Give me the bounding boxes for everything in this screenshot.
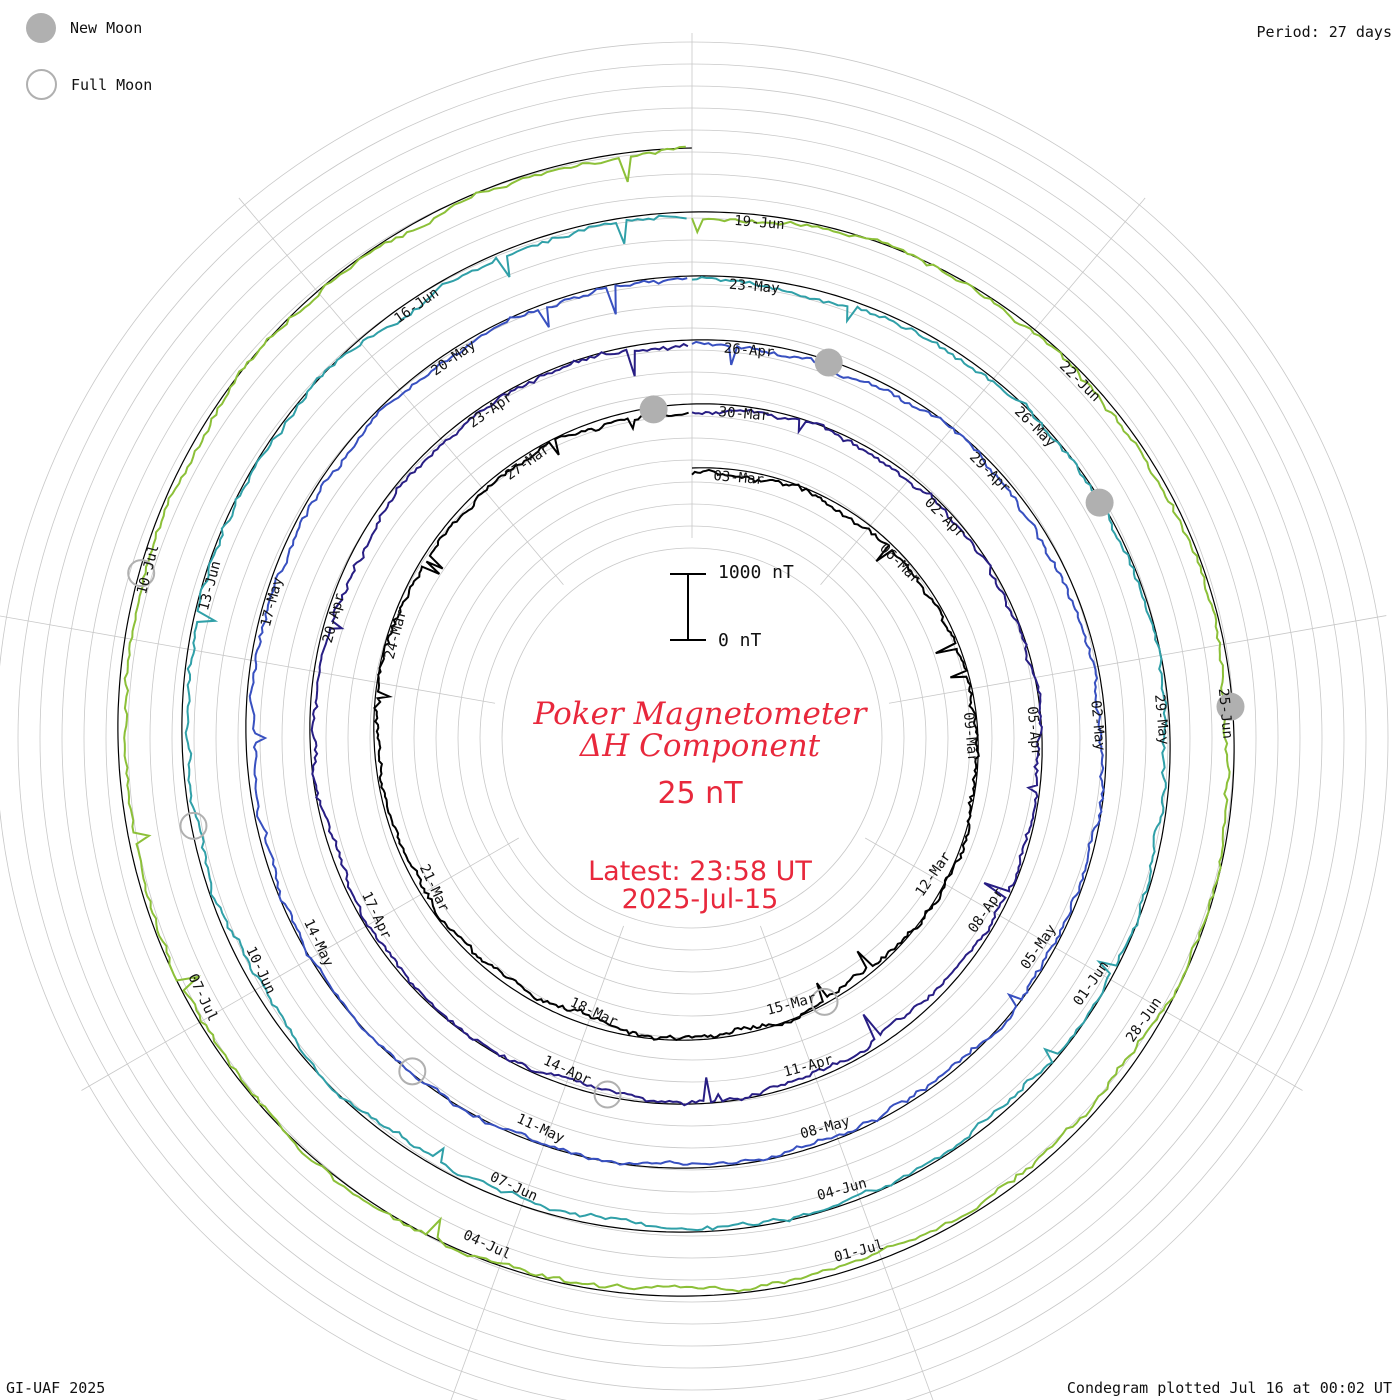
- date-label: 16-Jun: [391, 285, 442, 327]
- full-moon-marker: [593, 1080, 622, 1109]
- grid-ring: [237, 283, 1147, 1193]
- grid-ring: [369, 415, 1015, 1061]
- date-label: 26-Apr: [723, 341, 775, 361]
- trace-series-3: [248, 277, 1105, 1166]
- grid-ring: [435, 481, 949, 995]
- scale-top-label: 1000 nT: [718, 562, 794, 583]
- date-label: 15-Mar: [765, 990, 818, 1019]
- grid-spoke: [0, 615, 496, 704]
- grid-ring: [171, 217, 1213, 1259]
- magnetometer-trace: [123, 145, 1231, 1293]
- full-moon-label: Full Moon: [71, 75, 153, 94]
- new-moon-marker: [814, 348, 843, 377]
- new-moon-icon: [26, 13, 56, 43]
- date-label: 11-May: [514, 1111, 567, 1147]
- grid-ring: [479, 525, 905, 951]
- new-moon-label: New Moon: [70, 19, 143, 37]
- date-label: 25-Jun: [1215, 688, 1236, 740]
- date-label: 27-Mar: [502, 441, 553, 483]
- grid-ring: [215, 261, 1169, 1215]
- grid-ring: [281, 327, 1103, 1149]
- grid-ring: [17, 63, 1367, 1400]
- date-label: 20-Apr: [320, 592, 348, 645]
- footer-credit: GI-UAF 2025: [6, 1379, 106, 1397]
- grid-ring: [105, 151, 1279, 1325]
- date-label: 17-Apr: [358, 889, 394, 942]
- date-label: 23-May: [728, 277, 780, 297]
- legend-full-moon: Full Moon: [26, 69, 152, 100]
- grid-ring: [303, 349, 1081, 1127]
- full-moon-marker: [179, 811, 208, 840]
- moon-phase-markers: [127, 348, 1245, 1109]
- period-label: Period: 27 days: [1256, 23, 1392, 41]
- chart-title: Poker Magnetometer: [533, 696, 867, 732]
- date-label: 30-Mar: [718, 404, 770, 424]
- date-label: 06-Mar: [876, 540, 923, 587]
- grid-spoke: [450, 925, 624, 1400]
- date-label: 02-May: [1087, 700, 1108, 752]
- chart-scale: 25 nT: [657, 776, 743, 811]
- legend-new-moon: New Moon: [26, 13, 142, 43]
- date-label: 07-Jun: [487, 1169, 540, 1205]
- date-label: 26-May: [1011, 404, 1058, 451]
- date-label: 02-Apr: [921, 495, 968, 542]
- grid-ring: [83, 129, 1301, 1347]
- grid-ring: [61, 107, 1323, 1369]
- grid-ring: [127, 173, 1257, 1303]
- grid-spoke: [760, 925, 934, 1400]
- date-label: 09-Mar: [960, 711, 981, 763]
- grid-ring: [347, 393, 1037, 1083]
- grid-ring: [0, 41, 1389, 1400]
- baseline-line: [117, 147, 1235, 1297]
- grid-spoke: [238, 197, 564, 586]
- date-label: 19-Jun: [734, 213, 786, 233]
- date-label: 04-Jul: [461, 1227, 514, 1263]
- scale-bottom-label: 0 nT: [718, 630, 762, 651]
- grid-spoke: [820, 197, 1146, 586]
- scale-bar: [670, 573, 706, 641]
- trace-series-5: [123, 145, 1231, 1293]
- date-label: 20-May: [428, 337, 479, 379]
- latest-time: Latest: 23:58 UT: [588, 856, 812, 887]
- date-label: 18-Mar: [567, 995, 620, 1031]
- latest-date: 2025-Jul-15: [621, 884, 779, 915]
- grid-ring: [457, 503, 927, 973]
- full-moon-marker: [127, 559, 156, 588]
- date-label: 04-Jun: [816, 1175, 869, 1204]
- footer-plotted: Condegram plotted Jul 16 at 00:02 UT: [1066, 1379, 1392, 1397]
- date-label: 10-Jul: [134, 543, 162, 596]
- date-label: 13-Jun: [196, 559, 224, 612]
- date-label: 08-Apr: [965, 885, 1007, 936]
- new-moon-marker: [639, 395, 668, 424]
- date-label: 24-Mar: [382, 608, 410, 661]
- chart-component: ΔH Component: [579, 728, 821, 764]
- grid-ring: [259, 305, 1125, 1171]
- date-label: 05-Apr: [1024, 706, 1045, 758]
- new-moon-marker: [1085, 488, 1114, 517]
- date-label: 22-Jun: [1056, 358, 1103, 405]
- grid-spoke: [865, 837, 1303, 1091]
- full-moon-marker: [810, 987, 839, 1016]
- date-label: 03-Mar: [713, 468, 765, 488]
- full-moon-icon: [26, 69, 57, 100]
- baseline-spiral: [117, 147, 1235, 1297]
- date-label: 10-Jun: [242, 944, 278, 997]
- grid-ring: [413, 459, 971, 1017]
- ring-grid: [0, 41, 1389, 1400]
- grid-ring: [39, 85, 1345, 1391]
- date-label: 29-May: [1151, 694, 1172, 746]
- grid-ring: [501, 547, 883, 929]
- full-moon-marker: [398, 1057, 427, 1086]
- trace-series-1: [373, 411, 980, 1041]
- new-moon-marker: [1216, 692, 1245, 721]
- grid-ring: [193, 239, 1191, 1237]
- date-label: 23-Apr: [465, 389, 516, 431]
- date-label: 01-Jul: [833, 1237, 886, 1266]
- trace-series-2: [310, 342, 1043, 1107]
- grid-spoke: [81, 837, 519, 1091]
